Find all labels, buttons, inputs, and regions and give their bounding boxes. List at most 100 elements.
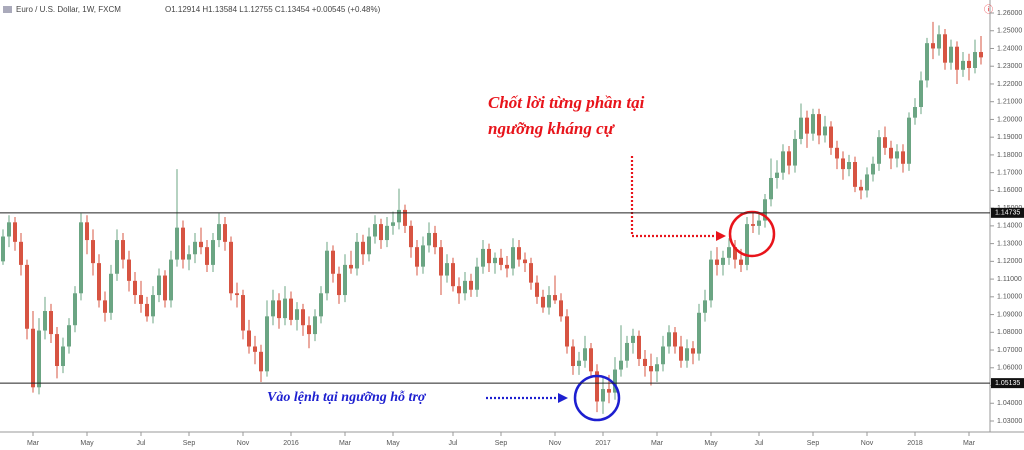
candle-body (787, 151, 791, 166)
candle-body (751, 224, 755, 226)
x-tick-label: May (386, 440, 400, 447)
candle-body (979, 52, 983, 58)
y-tick-label: 1.08000 (997, 329, 1022, 336)
candle-body (409, 225, 413, 248)
candle-body (823, 126, 827, 136)
candle-body (463, 280, 467, 294)
support-circle (573, 374, 621, 422)
candle-body (373, 224, 377, 237)
candle-body (481, 248, 485, 267)
candle-body (541, 296, 545, 308)
candle-body (805, 117, 809, 134)
y-tick-label: 1.03000 (997, 418, 1022, 425)
candle-body (679, 346, 683, 361)
candle-body (181, 227, 185, 260)
x-tick-label: Sep (495, 440, 508, 447)
resistance-note: Chốt lời từng phần tại (488, 93, 645, 112)
candle-body (571, 346, 575, 367)
candle-body (331, 250, 335, 274)
candle-body (109, 273, 113, 313)
candle-body (817, 114, 821, 136)
candle-body (307, 325, 311, 335)
candle-body (133, 280, 137, 296)
candle-body (703, 300, 707, 313)
y-tick-label: 1.25000 (997, 28, 1022, 35)
candle-body (637, 335, 641, 359)
y-tick-label: 1.22000 (997, 81, 1022, 88)
candle-body (601, 389, 605, 402)
candle-body (931, 43, 935, 49)
x-tick-label: Nov (861, 440, 874, 447)
candle-body (379, 224, 383, 241)
candle-body (889, 147, 893, 159)
y-tick-label: 1.19000 (997, 134, 1022, 141)
candle-body (91, 240, 95, 264)
candle-body (31, 328, 35, 388)
candle-body (835, 147, 839, 159)
y-tick-label: 1.12000 (997, 258, 1022, 265)
candle-body (229, 241, 233, 294)
candle-body (289, 298, 293, 320)
candle-body (895, 151, 899, 159)
candle-body (391, 222, 395, 226)
candle-body (547, 295, 551, 308)
candle-body (949, 46, 953, 63)
candle-body (793, 138, 797, 166)
candle-body (157, 275, 161, 296)
x-tick-label: Mar (963, 440, 976, 447)
x-tick-label: May (80, 440, 94, 447)
candle-body (955, 46, 959, 70)
candle-body (973, 52, 977, 68)
candle-body (607, 389, 611, 393)
candle-body (25, 264, 29, 329)
candle-body (217, 224, 221, 241)
candle-body (667, 332, 671, 347)
candle-body (145, 303, 149, 317)
candle-body (451, 263, 455, 287)
x-tick-label: Mar (651, 440, 664, 447)
y-tick-label: 1.18000 (997, 152, 1022, 159)
candle-body (877, 137, 881, 164)
x-tick-label: Jul (137, 440, 146, 447)
candle-body (67, 325, 71, 347)
candle-body (241, 295, 245, 331)
candle-body (319, 293, 323, 317)
y-tick-label: 1.16000 (997, 187, 1022, 194)
candle-body (643, 358, 647, 367)
candle-body (769, 177, 773, 200)
y-tick-label: 1.14000 (997, 223, 1022, 230)
candle-body (565, 316, 569, 347)
candle-body (115, 240, 119, 274)
ohlc-legend: O1.12914 H1.13584 L1.12755 C1.13454 +0.0… (165, 5, 381, 14)
candle-body (163, 275, 167, 301)
level-label-bg (991, 378, 1024, 389)
candle-body (721, 257, 725, 265)
candle-body (553, 295, 557, 301)
candle-body (385, 225, 389, 241)
symbol: Euro / U.S. Dollar, 1W, FXCM (16, 5, 121, 14)
y-tick-label: 1.13000 (997, 240, 1022, 247)
x-tick-label: 2017 (595, 440, 611, 447)
candle-body (43, 311, 47, 331)
candle-body (37, 330, 41, 388)
candle-body (631, 335, 635, 343)
level-label: 1.14735 (995, 210, 1020, 217)
candle-body (715, 259, 719, 265)
candle-body (343, 264, 347, 296)
candle-body (907, 117, 911, 164)
candle-body (697, 312, 701, 354)
candle-body (421, 245, 425, 267)
candle-body (583, 348, 587, 361)
candle-body (535, 282, 539, 297)
candle-body (937, 34, 941, 49)
candle-body (205, 247, 209, 265)
candle-body (7, 222, 11, 237)
candle-body (613, 369, 617, 393)
candle-body (457, 286, 461, 294)
candle-body (859, 186, 863, 191)
x-tick-label: Mar (27, 440, 40, 447)
x-tick-label: Jul (449, 440, 458, 447)
candle-body (79, 222, 83, 294)
candle-body (301, 309, 305, 326)
